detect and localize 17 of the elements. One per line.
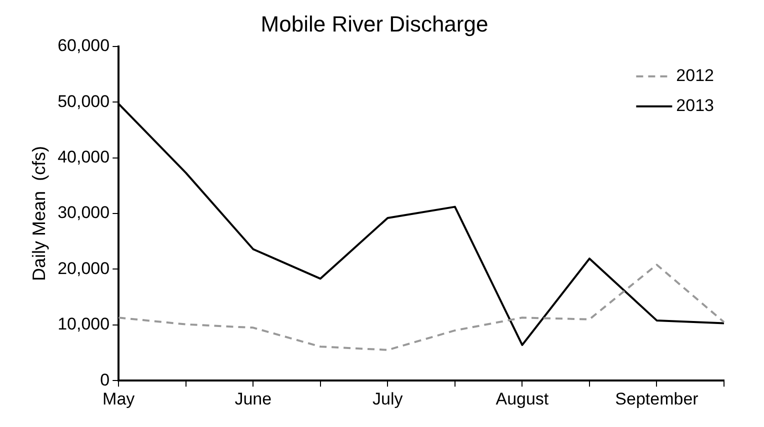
- y-tick-label: 60,000: [58, 36, 110, 56]
- y-tick-label: 20,000: [58, 258, 110, 278]
- x-tick-label: May: [102, 389, 136, 408]
- legend-label: 2012: [676, 66, 714, 86]
- y-tick-label: 30,000: [58, 203, 110, 222]
- y-tick-label: 40,000: [58, 147, 110, 166]
- y-tick-label: 10,000: [58, 314, 110, 334]
- y-tick-label: 0: [100, 370, 110, 390]
- x-tick-label: September: [615, 389, 699, 408]
- x-tick-label: July: [372, 389, 404, 408]
- y-axis-title: Daily Mean (cfs): [28, 146, 49, 282]
- x-tick-label: August: [496, 389, 549, 408]
- y-tick-label: 50,000: [58, 92, 110, 111]
- chart-title: Mobile River Discharge: [260, 11, 488, 36]
- legend-label: 2013: [676, 96, 714, 116]
- x-tick-label: June: [234, 389, 272, 408]
- line-series: [118, 264, 725, 351]
